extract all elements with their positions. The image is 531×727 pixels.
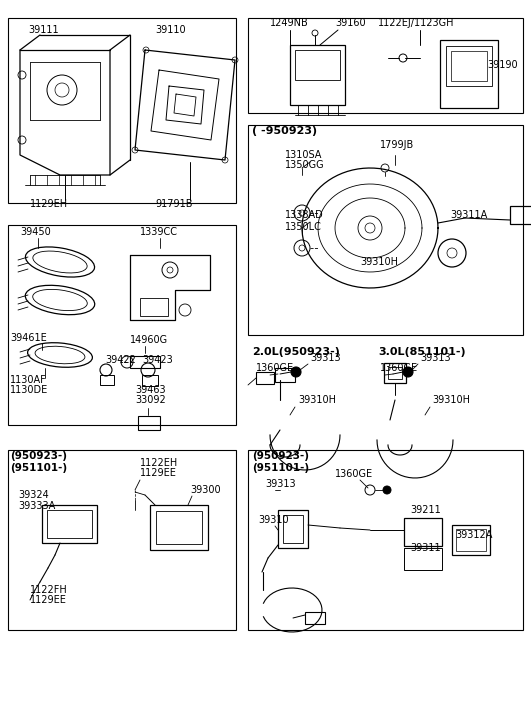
Text: 39463: 39463: [135, 385, 166, 395]
Bar: [8, 18, 236, 203]
Text: ( -950923): ( -950923): [252, 126, 317, 136]
Text: 39110: 39110: [155, 25, 186, 35]
Bar: [456, 529, 486, 551]
Text: 39310H: 39310H: [298, 395, 336, 405]
Bar: [156, 511, 202, 544]
Text: 1129EH: 1129EH: [30, 199, 68, 209]
Text: 1129EE: 1129EE: [140, 468, 177, 478]
Text: 1360GE: 1360GE: [335, 469, 373, 479]
Circle shape: [383, 486, 391, 494]
Text: 39310H: 39310H: [360, 257, 398, 267]
Bar: [278, 510, 308, 548]
Text: 1122EJ/1123GH: 1122EJ/1123GH: [378, 18, 455, 28]
Text: 39310: 39310: [258, 515, 289, 525]
Text: 39313: 39313: [310, 353, 340, 363]
Text: 3.0L(851101-): 3.0L(851101-): [378, 347, 466, 357]
Bar: [130, 356, 160, 368]
Text: 14960G: 14960G: [130, 335, 168, 345]
Text: 1350LC: 1350LC: [285, 222, 322, 232]
Bar: [384, 363, 406, 383]
Bar: [248, 18, 523, 113]
Bar: [283, 515, 303, 543]
Circle shape: [291, 367, 301, 377]
Text: 39313: 39313: [420, 353, 451, 363]
Bar: [446, 46, 492, 86]
Bar: [295, 50, 340, 80]
Text: 39311A: 39311A: [450, 210, 487, 220]
Bar: [452, 525, 490, 555]
Bar: [451, 51, 487, 81]
Text: 1130DE: 1130DE: [10, 385, 48, 395]
Bar: [510, 206, 531, 224]
Bar: [140, 298, 168, 316]
Text: 39300: 39300: [190, 485, 220, 495]
Bar: [404, 518, 442, 546]
Bar: [47, 510, 92, 538]
Text: 39324: 39324: [18, 490, 49, 500]
Text: 39311: 39311: [410, 543, 441, 553]
Text: 1799JB: 1799JB: [380, 140, 414, 150]
Text: 39450: 39450: [20, 227, 51, 237]
Text: 1310SA: 1310SA: [285, 150, 322, 160]
Bar: [256, 372, 274, 384]
Bar: [8, 225, 236, 425]
Text: 39160: 39160: [335, 18, 366, 28]
Text: 39333A: 39333A: [18, 501, 55, 511]
Bar: [404, 548, 442, 570]
Text: 39423: 39423: [142, 355, 173, 365]
Bar: [100, 375, 114, 385]
Bar: [248, 450, 523, 630]
Bar: [388, 367, 402, 379]
Bar: [290, 45, 345, 105]
Text: 1122EH: 1122EH: [140, 458, 178, 468]
Bar: [142, 375, 158, 386]
Text: 39461E: 39461E: [10, 333, 47, 343]
Text: 1339CC: 1339CC: [140, 227, 178, 237]
Bar: [248, 125, 523, 335]
Text: 91791B: 91791B: [155, 199, 193, 209]
Text: 1360GE: 1360GE: [256, 363, 294, 373]
Text: 39312A: 39312A: [455, 530, 492, 540]
Text: 1122FH: 1122FH: [30, 585, 68, 595]
Text: 1338AD: 1338AD: [285, 210, 324, 220]
Text: 39190: 39190: [487, 60, 518, 70]
Bar: [440, 40, 498, 108]
Bar: [150, 505, 208, 550]
Text: (950923-): (950923-): [10, 451, 67, 461]
Text: 2.0L(950923-): 2.0L(950923-): [252, 347, 340, 357]
Text: 39111: 39111: [28, 25, 58, 35]
Bar: [42, 505, 97, 543]
Bar: [275, 368, 295, 382]
Text: 1360GE: 1360GE: [380, 363, 418, 373]
Text: 39313: 39313: [265, 479, 296, 489]
Text: 33092: 33092: [135, 395, 166, 405]
Text: (950923-): (950923-): [252, 451, 309, 461]
Bar: [305, 612, 325, 624]
Text: (951101-): (951101-): [252, 463, 309, 473]
Circle shape: [403, 367, 413, 377]
Text: 1130AF: 1130AF: [10, 375, 47, 385]
Bar: [8, 450, 236, 630]
Text: 1129EE: 1129EE: [30, 595, 67, 605]
Text: 1350GG: 1350GG: [285, 160, 324, 170]
Text: 1249NB: 1249NB: [270, 18, 309, 28]
Text: 39211: 39211: [410, 505, 441, 515]
Text: 39422: 39422: [105, 355, 136, 365]
Text: (951101-): (951101-): [10, 463, 67, 473]
Text: 39310H: 39310H: [432, 395, 470, 405]
Bar: [138, 416, 160, 430]
